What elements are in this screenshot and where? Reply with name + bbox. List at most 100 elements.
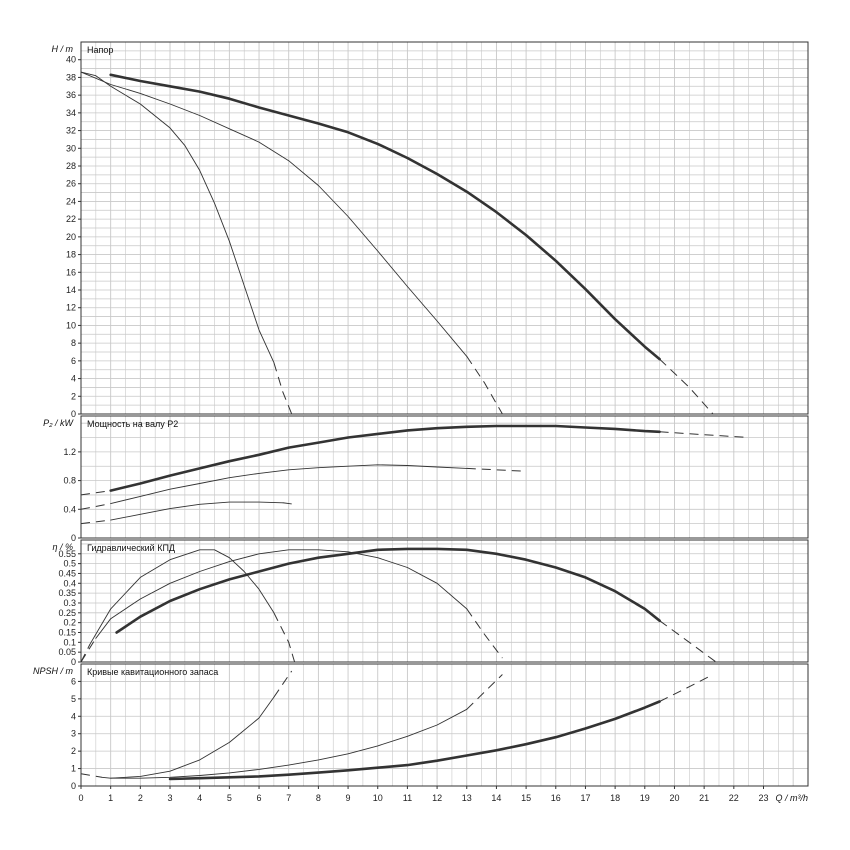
efficiency-curve-2 [115, 547, 661, 634]
npsh-curve-1 [110, 708, 468, 779]
curve-layer [80, 71, 749, 781]
x-tick-label: 6 [257, 793, 262, 803]
efficiency-y-tick-label: 0.5 [63, 559, 76, 569]
x-tick-label: 11 [403, 793, 412, 803]
x-tick-label: 1 [108, 793, 113, 803]
head-y-tick-label: 2 [71, 391, 76, 401]
head-y-tick-label: 8 [71, 338, 76, 348]
npsh-y-axis-label: NPSH / m [33, 666, 74, 676]
power-curve-1 [110, 464, 468, 505]
head-y-tick-label: 6 [71, 356, 76, 366]
x-tick-label: 16 [551, 793, 561, 803]
power-curve-0 [110, 501, 284, 521]
npsh-y-tick-label: 1 [71, 764, 76, 774]
power-curve-1-dashed-start [80, 503, 111, 510]
x-tick-label: 13 [462, 793, 472, 803]
efficiency-curve-0-dashed-end [273, 612, 296, 663]
power-curve-2-dashed-start [80, 490, 111, 496]
npsh-y-tick-label: 0 [71, 781, 76, 791]
npsh-y-tick-label: 6 [71, 676, 76, 686]
efficiency-curve-1 [95, 549, 468, 639]
npsh-curve-0-dashed-start [80, 773, 102, 778]
head-y-tick-label: 20 [66, 232, 76, 242]
x-tick-label: 20 [669, 793, 679, 803]
power-y-tick-label: 1.2 [63, 447, 76, 457]
head-y-tick-label: 32 [66, 126, 76, 136]
npsh-panel-frame [80, 663, 809, 787]
x-tick-label: 14 [491, 793, 501, 803]
x-tick-label: 12 [432, 793, 442, 803]
x-tick-label: 7 [286, 793, 291, 803]
efficiency-y-tick-label: 0.45 [58, 568, 76, 578]
efficiency-curve-1-dashed-start [80, 638, 97, 663]
power-curve-0-dashed-end [282, 502, 295, 505]
npsh-curve-0-dashed-end [273, 670, 293, 698]
x-axis-label: Q / m³/h [775, 793, 808, 803]
efficiency-y-tick-label: 0.25 [58, 608, 76, 618]
x-tick-label: 17 [580, 793, 590, 803]
power-y-tick-label: 0 [71, 533, 76, 543]
npsh-curve-1-dashed-end [466, 674, 503, 710]
power-y-tick-label: 0.8 [63, 476, 76, 486]
efficiency-panel-frame [80, 539, 809, 663]
power-y-tick-label: 0.4 [63, 504, 76, 514]
head-curve-1-dashed-start [466, 356, 503, 415]
head-curve-2 [109, 73, 661, 361]
head-y-tick-label: 26 [66, 179, 76, 189]
head-panel-title: Напор [87, 45, 113, 55]
frame-layer [78, 41, 809, 789]
x-tick-label: 21 [699, 793, 709, 803]
head-y-tick-label: 14 [66, 285, 76, 295]
npsh-y-tick-label: 4 [71, 711, 76, 721]
efficiency-y-tick-label: 0.3 [63, 598, 76, 608]
npsh-y-tick-label: 5 [71, 694, 76, 704]
power-curve-0-dashed-start [80, 519, 111, 525]
x-tick-label: 4 [197, 793, 202, 803]
head-curve-2-dashed-start [659, 358, 714, 415]
npsh-y-tick-label: 3 [71, 729, 76, 739]
npsh-curve-2-dashed-end [659, 674, 714, 702]
efficiency-y-tick-label: 0.1 [63, 637, 76, 647]
x-tick-label: 10 [373, 793, 383, 803]
x-tick-label: 18 [610, 793, 620, 803]
x-tick-label: 15 [521, 793, 531, 803]
power-panel-title: Мощность на валу P2 [87, 419, 178, 429]
x-tick-label: 22 [729, 793, 739, 803]
head-y-tick-label: 28 [66, 161, 76, 171]
head-y-tick-label: 10 [66, 320, 76, 330]
head-y-tick-label: 40 [66, 55, 76, 65]
head-curve-0-dashed-start [273, 362, 293, 415]
head-y-tick-label: 38 [66, 72, 76, 82]
efficiency-y-tick-label: 0.15 [58, 627, 76, 637]
efficiency-panel-title: Гидравлический КПД [87, 543, 175, 553]
power-curve-1-dashed-end [466, 467, 527, 472]
x-tick-label: 8 [316, 793, 321, 803]
efficiency-y-tick-label: 0.2 [63, 618, 76, 628]
efficiency-curve-0 [89, 549, 275, 645]
efficiency-y-tick-label: 0.35 [58, 588, 76, 598]
head-curve-1 [80, 71, 468, 357]
head-y-tick-label: 36 [66, 90, 76, 100]
power-curve-2 [109, 424, 661, 492]
head-y-tick-label: 22 [66, 214, 76, 224]
efficiency-y-tick-label: 0.05 [58, 647, 76, 657]
x-tick-label: 5 [227, 793, 232, 803]
npsh-y-tick-label: 2 [71, 746, 76, 756]
power-panel-frame [80, 415, 809, 539]
x-tick-label: 9 [346, 793, 351, 803]
head-curve-0 [80, 71, 275, 364]
text-layer: 0246810121416182022242628303234363840Нап… [33, 44, 808, 803]
head-y-tick-label: 12 [66, 303, 76, 313]
head-y-tick-label: 16 [66, 267, 76, 277]
x-tick-label: 0 [78, 793, 83, 803]
head-y-tick-label: 0 [71, 409, 76, 419]
npsh-curve-2 [168, 700, 661, 781]
efficiency-y-tick-label: 0 [71, 657, 76, 667]
power-y-axis-label: P₂ / kW [43, 418, 74, 428]
efficiency-y-axis-label: η / % [52, 542, 73, 552]
head-panel-frame [80, 41, 809, 415]
head-y-tick-label: 24 [66, 196, 76, 206]
head-y-tick-label: 30 [66, 143, 76, 153]
efficiency-y-tick-label: 0.4 [63, 578, 76, 588]
